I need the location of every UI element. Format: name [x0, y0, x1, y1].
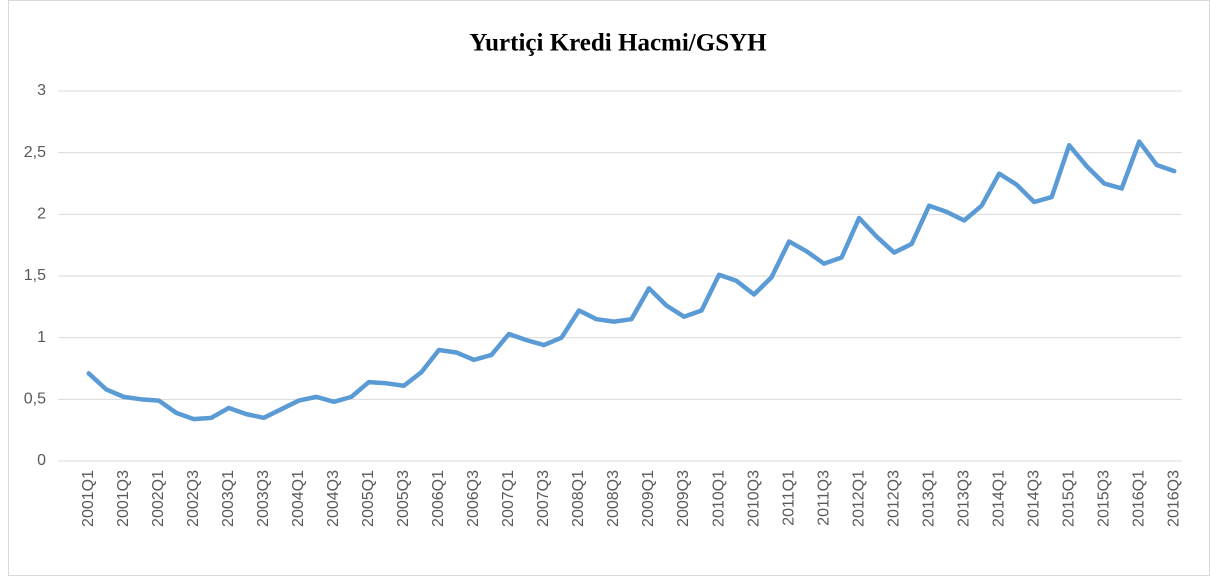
x-tick-label: 2007Q1	[500, 470, 517, 527]
x-tick-label: 2013Q1	[920, 470, 937, 527]
x-tick-label: 2009Q3	[675, 470, 692, 527]
y-tick-label: 2,5	[24, 144, 46, 161]
x-tick-label: 2010Q3	[745, 470, 762, 527]
y-tick-label: 1,5	[24, 267, 46, 284]
y-tick-label: 2	[37, 206, 46, 223]
y-tick-label: 1	[37, 329, 46, 346]
x-tick-label: 2008Q1	[570, 470, 587, 527]
y-tick-label: 0	[37, 452, 46, 469]
x-tick-label: 2004Q3	[325, 470, 342, 527]
x-tick-label: 2005Q3	[395, 470, 412, 527]
x-tick-label: 2015Q1	[1060, 470, 1077, 527]
x-tick-label: 2001Q1	[80, 470, 97, 527]
x-tick-label: 2001Q3	[115, 470, 132, 527]
x-tick-label: 2006Q3	[465, 470, 482, 527]
x-tick-label: 2011Q1	[780, 470, 797, 526]
x-tick-label: 2015Q3	[1095, 470, 1112, 527]
y-tick-label: 3	[37, 82, 46, 99]
x-tick-label: 2007Q3	[535, 470, 552, 527]
chart-border	[8, 0, 1210, 576]
x-tick-label: 2008Q3	[605, 470, 622, 527]
x-tick-label: 2006Q1	[430, 470, 447, 527]
x-tick-label: 2012Q3	[885, 470, 902, 527]
x-tick-label: 2003Q1	[220, 470, 237, 527]
x-tick-label: 2011Q3	[815, 470, 832, 526]
x-tick-label: 2004Q1	[290, 470, 307, 527]
x-tick-label: 2016Q1	[1130, 470, 1147, 527]
x-tick-label: 2014Q3	[1025, 470, 1042, 527]
data-line	[86, 139, 1177, 422]
x-tick-label: 2010Q1	[710, 470, 727, 527]
chart-title: Yurtiçi Kredi Hacmi/GSYH	[469, 30, 767, 57]
x-tick-label: 2002Q3	[185, 470, 202, 527]
x-tick-label: 2002Q1	[150, 470, 167, 527]
y-tick-label: 0,5	[24, 391, 46, 408]
x-tick-label: 2012Q1	[850, 470, 867, 527]
x-tick-label: 2013Q3	[955, 470, 972, 527]
x-tick-label: 2009Q1	[640, 470, 657, 527]
x-tick-label: 2016Q3	[1165, 470, 1182, 527]
x-tick-label: 2003Q3	[255, 470, 272, 527]
x-tick-label: 2014Q1	[990, 470, 1007, 527]
x-tick-label: 2005Q1	[360, 470, 377, 527]
